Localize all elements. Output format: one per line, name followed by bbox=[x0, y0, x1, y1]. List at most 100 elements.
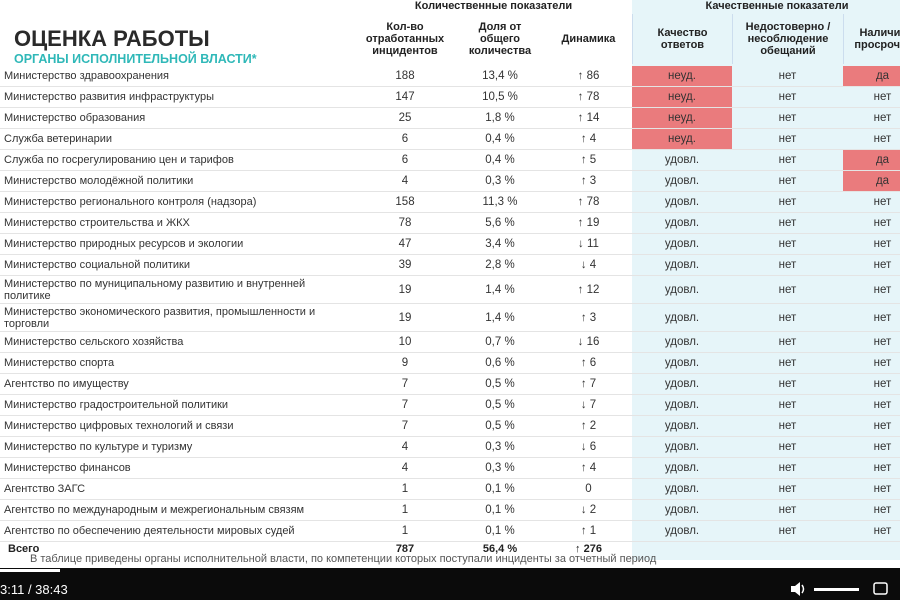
agency-name: Министерство регионального контроля (над… bbox=[4, 196, 257, 208]
cell-value: нет bbox=[778, 441, 797, 453]
cell-value: удовл. bbox=[664, 336, 700, 348]
agency-name: Агентство ЗАГС bbox=[4, 483, 86, 495]
cell-value: 1 bbox=[401, 525, 409, 537]
total-label: Всего bbox=[8, 543, 40, 555]
cell-value: нет bbox=[873, 259, 892, 271]
row-divider bbox=[0, 331, 900, 332]
cell-value: 3,4 % bbox=[485, 238, 515, 250]
cell-value: нет bbox=[873, 441, 892, 453]
cell-value: нет bbox=[873, 133, 892, 145]
cell-value: нет bbox=[873, 91, 892, 103]
cell-value: удовл. bbox=[664, 420, 700, 432]
cell-value: нет bbox=[873, 399, 892, 411]
cell-value: 158 bbox=[395, 196, 415, 208]
cell-value: ↑ 3 bbox=[580, 175, 597, 187]
row-divider bbox=[0, 254, 900, 255]
cell-value: 188 bbox=[395, 70, 415, 82]
cell-value: удовл. bbox=[664, 217, 700, 229]
row-divider bbox=[0, 520, 900, 521]
cell-value: 47 bbox=[398, 238, 412, 250]
cell-value: нет bbox=[873, 283, 892, 296]
subtitle: ОРГАНЫ ИСПОЛНИТЕЛЬНОЙ ВЛАСТИ* bbox=[14, 52, 257, 66]
volume-wave bbox=[801, 584, 805, 594]
cell-value: ↑ 3 bbox=[580, 311, 597, 324]
row-divider bbox=[0, 275, 900, 276]
cell-value: 0,1 % bbox=[485, 525, 515, 537]
total-value: 56,4 % bbox=[482, 543, 518, 555]
cell-value: нет bbox=[778, 311, 797, 324]
cell-value: нет bbox=[873, 504, 892, 516]
cell-value: 19 bbox=[398, 311, 412, 324]
column-header: Кол-во отработанных инцидентов bbox=[365, 21, 445, 57]
agency-name: Министерство финансов bbox=[4, 462, 131, 474]
cell-value: 0 bbox=[585, 483, 592, 495]
cell-value: 7 bbox=[401, 399, 409, 411]
cell-value: 0,3 % bbox=[485, 175, 515, 187]
group-header: Качественные показатели bbox=[705, 0, 849, 12]
cell-value: 0,4 % bbox=[485, 154, 515, 166]
volume-slider[interactable] bbox=[814, 588, 859, 591]
row-divider bbox=[0, 394, 900, 395]
cell-value: удовл. bbox=[664, 238, 700, 250]
cell-value: нет bbox=[778, 378, 797, 390]
cell-value: удовл. bbox=[664, 525, 700, 537]
row-divider bbox=[0, 191, 900, 192]
agency-name: Агентство по международным и межрегионал… bbox=[4, 504, 305, 516]
cell-value: ↓ 11 bbox=[578, 238, 599, 250]
cell-value: нет bbox=[873, 525, 892, 537]
agency-name: Министерство природных ресурсов и эколог… bbox=[4, 238, 244, 250]
cell-value: нет bbox=[778, 336, 797, 348]
cell-value: удовл. bbox=[664, 483, 700, 495]
agency-name: Министерство социальной политики bbox=[4, 259, 190, 271]
cell-value: 0,3 % bbox=[485, 441, 515, 453]
cell-value: нет bbox=[873, 483, 892, 495]
total-value: 787 bbox=[395, 543, 415, 555]
volume-icon[interactable] bbox=[791, 582, 800, 596]
cell-value: ↑ 4 bbox=[580, 462, 597, 474]
cell-value: нет bbox=[873, 217, 892, 229]
column-header: Наличие просрочек bbox=[843, 14, 900, 64]
progress bbox=[0, 569, 60, 572]
captions-icon[interactable] bbox=[873, 582, 888, 595]
agency-name: Служба по госрегулированию цен и тарифов bbox=[4, 154, 234, 166]
cell-value: удовл. bbox=[664, 357, 700, 369]
cell-value: ↑ 2 bbox=[580, 420, 597, 432]
cell-value: 6 bbox=[401, 133, 409, 145]
cell-value: 7 bbox=[401, 420, 409, 432]
cell-value: нет bbox=[778, 357, 797, 369]
column-header: Динамика bbox=[561, 33, 616, 45]
agency-name: Служба ветеринарии bbox=[4, 133, 113, 145]
column-header: Недостоверно / несоблюдение обещаний bbox=[732, 14, 843, 64]
cell-value: 2,8 % bbox=[485, 259, 515, 271]
cell-value: нет bbox=[778, 112, 797, 124]
row-divider bbox=[0, 352, 900, 353]
cell-value: ↑ 6 bbox=[580, 357, 597, 369]
cell-value: нет bbox=[778, 399, 797, 411]
agency-name: Министерство градостроительной политики bbox=[4, 399, 229, 411]
cell-value: неуд. bbox=[632, 129, 732, 149]
column-header: Доля от общего количества bbox=[468, 21, 532, 57]
cell-value: нет bbox=[873, 336, 892, 348]
cell-value: 39 bbox=[398, 259, 412, 271]
total-value: ↑ 276 bbox=[575, 543, 602, 555]
cell-value: удовл. bbox=[664, 504, 700, 516]
cell-value: нет bbox=[778, 70, 797, 82]
cell-value: да bbox=[843, 171, 900, 191]
footnote: В таблице приведены органы исполнительно… bbox=[30, 553, 657, 565]
cell-value: да bbox=[843, 66, 900, 86]
cell-value: ↓ 2 bbox=[580, 504, 597, 516]
cell-value: нет bbox=[873, 311, 892, 324]
agency-name: Министерство цифровых технологий и связи bbox=[4, 420, 234, 432]
cell-value: удовл. bbox=[664, 196, 700, 208]
cell-value: 1,4 % bbox=[485, 283, 515, 296]
row-divider bbox=[0, 233, 900, 234]
cell-value: удовл. bbox=[664, 283, 700, 296]
cell-value: 147 bbox=[395, 91, 415, 103]
agency-name: Министерство спорта bbox=[4, 357, 115, 369]
cell-value: ↑ 4 bbox=[580, 133, 597, 145]
row-divider bbox=[0, 303, 900, 304]
cell-value: нет bbox=[778, 525, 797, 537]
cell-value: нет bbox=[778, 504, 797, 516]
agency-name: Министерство здравоохранения bbox=[4, 70, 169, 82]
cell-value: 11,3 % bbox=[482, 196, 518, 208]
